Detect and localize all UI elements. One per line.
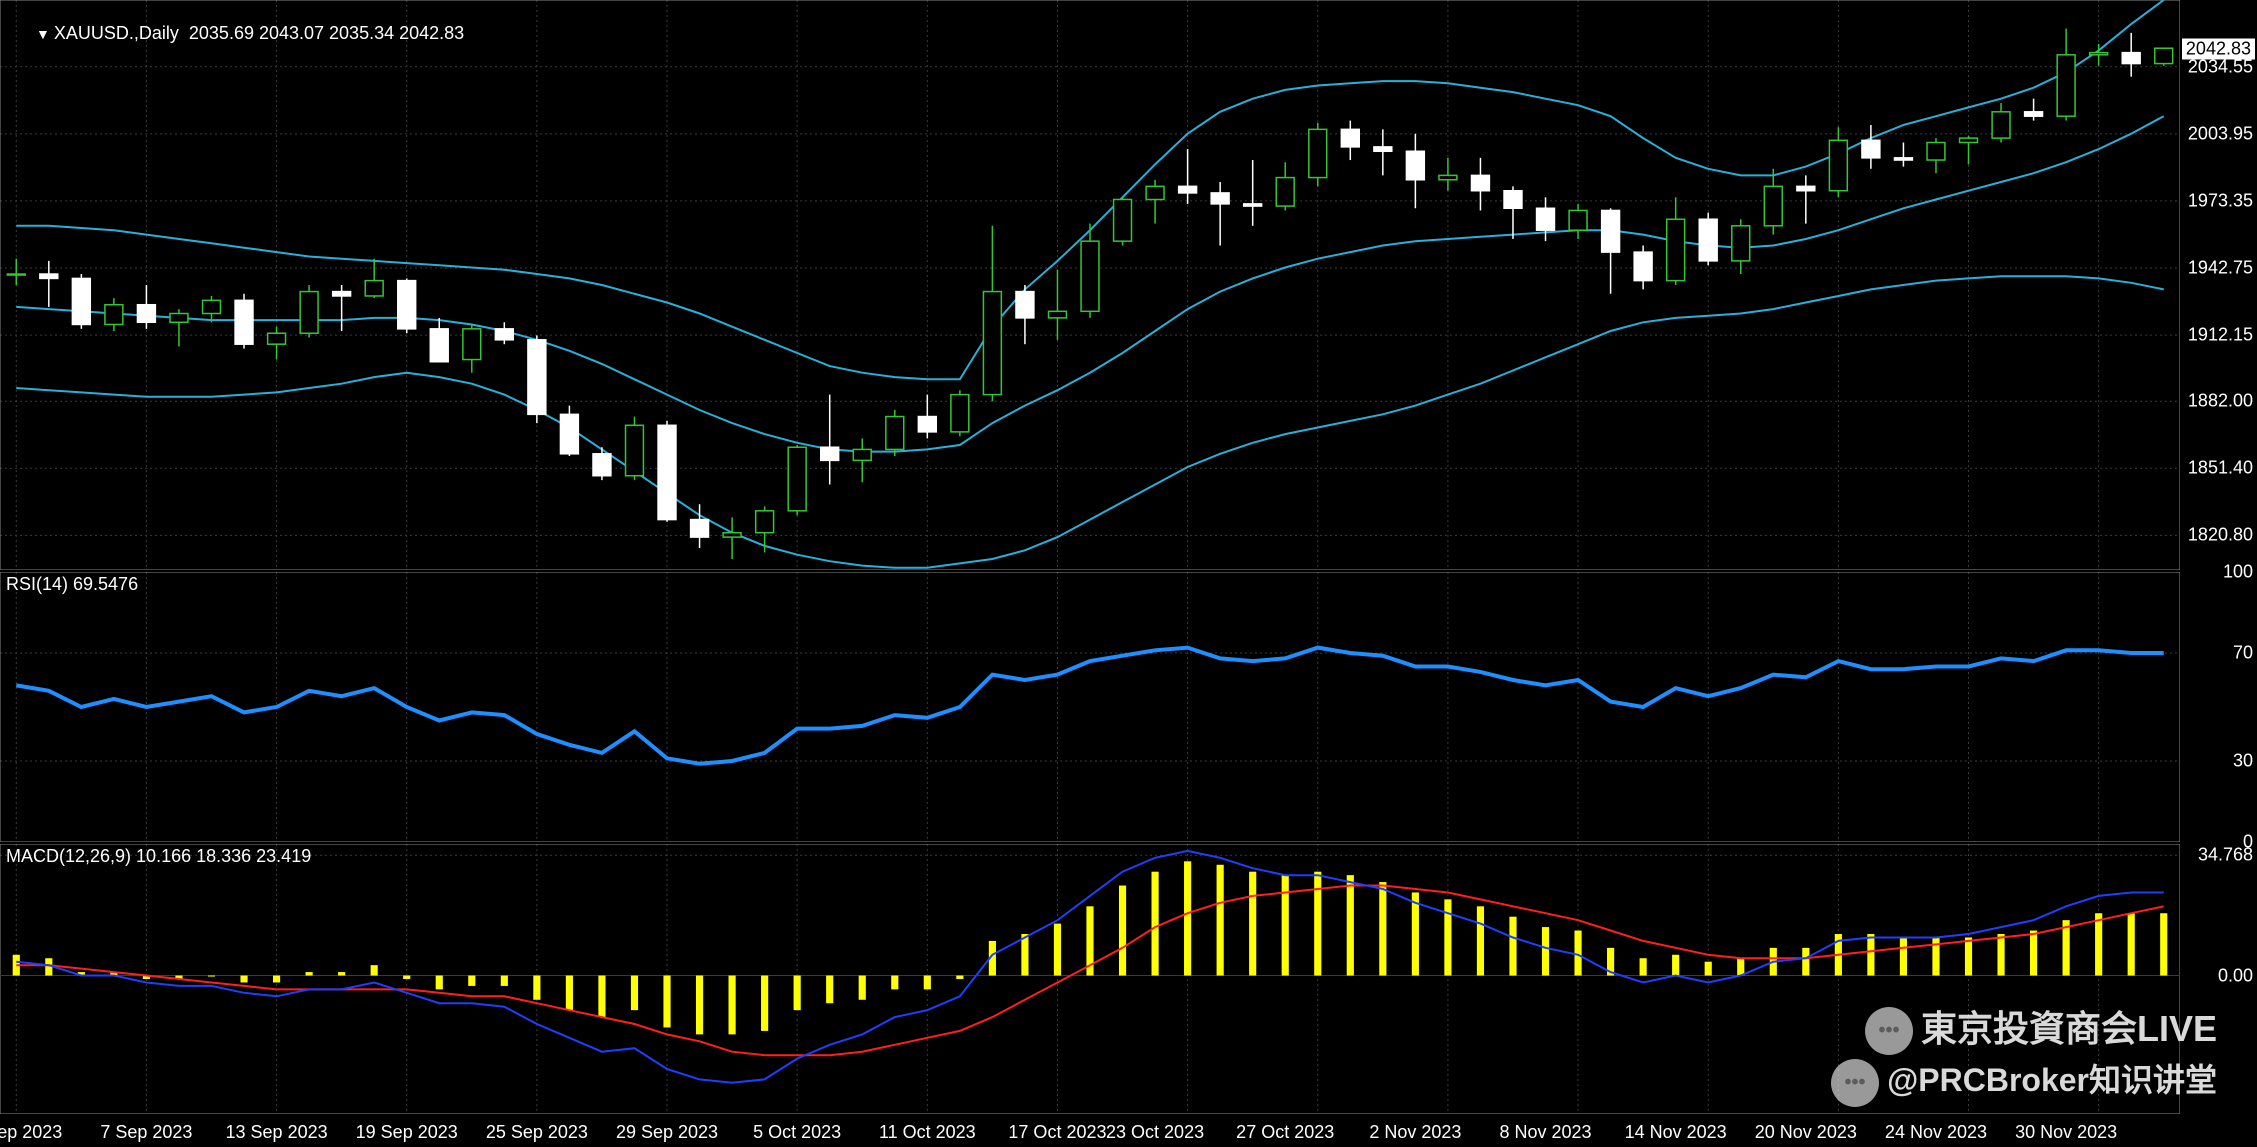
watermark-line1: 東京投資商会LIVE — [1921, 1008, 2217, 1049]
x-tick-label: 24 Nov 2023 — [1885, 1122, 1987, 1143]
watermark-line2: @PRCBroker知识讲堂 — [1887, 1062, 2217, 1098]
y-tick-label: 34.768 — [2198, 845, 2253, 866]
last-price-tag: 2042.83 — [2182, 38, 2255, 59]
wechat-icon — [1865, 1007, 1913, 1055]
price-chart-title: ▼XAUUSD.,Daily 2035.69 2043.07 2035.34 2… — [6, 2, 464, 65]
watermark: 東京投資商会LIVE @PRCBroker知识讲堂 — [1831, 1000, 2217, 1107]
x-tick-label: 27 Oct 2023 — [1236, 1122, 1334, 1143]
price-y-axis: 1820.80 1851.40 1882.00 1912.15 1942.75 1973.… — [2180, 0, 2257, 570]
x-tick-label: 8 Nov 2023 — [1499, 1122, 1591, 1143]
rsi-y-axis: 03070100 — [2180, 572, 2257, 842]
y-tick-label: 2034.55 — [2188, 56, 2253, 77]
y-tick-label: 1912.15 — [2188, 325, 2253, 346]
time-x-axis: 1 Sep 2023 7 Sep 2023 13 Sep 2023 19 Sep 20… — [0, 1115, 2180, 1147]
x-tick-label: 1 Sep 2023 — [0, 1122, 62, 1143]
y-tick-label: 1973.35 — [2188, 190, 2253, 211]
x-tick-label: 30 Nov 2023 — [2015, 1122, 2117, 1143]
weibo-icon — [1831, 1059, 1879, 1107]
rsi-title: RSI(14) 69.5476 — [6, 574, 138, 595]
y-tick-label: 0.00 — [2218, 965, 2253, 986]
y-tick-label: 2003.95 — [2188, 123, 2253, 144]
y-tick-label: 30 — [2233, 751, 2253, 772]
y-tick-label: 70 — [2233, 643, 2253, 664]
y-tick-label: 1851.40 — [2188, 458, 2253, 479]
x-tick-label: 23 Oct 2023 — [1106, 1122, 1204, 1143]
x-tick-label: 11 Oct 2023 — [879, 1122, 976, 1143]
price-chart-panel[interactable]: ▼XAUUSD.,Daily 2035.69 2043.07 2035.34 2… — [0, 0, 2257, 570]
y-tick-label: 1820.80 — [2188, 525, 2253, 546]
y-tick-label: 1882.00 — [2188, 391, 2253, 412]
x-tick-label: 29 Sep 2023 — [616, 1122, 718, 1143]
x-tick-label: 25 Sep 2023 — [486, 1122, 588, 1143]
x-tick-label: 20 Nov 2023 — [1755, 1122, 1857, 1143]
x-tick-label: 19 Sep 2023 — [356, 1122, 458, 1143]
x-tick-label: 13 Sep 2023 — [226, 1122, 328, 1143]
x-tick-label: 14 Nov 2023 — [1625, 1122, 1727, 1143]
price-chart-svg — [0, 0, 2180, 570]
y-tick-label: 100 — [2223, 562, 2253, 583]
y-tick-label: 1942.75 — [2188, 258, 2253, 279]
x-tick-label: 17 Oct 2023 — [1008, 1122, 1106, 1143]
rsi-panel[interactable]: RSI(14) 69.5476 03070100 — [0, 572, 2257, 842]
macd-title: MACD(12,26,9) 10.166 18.336 23.419 — [6, 846, 311, 867]
x-tick-label: 5 Oct 2023 — [753, 1122, 841, 1143]
rsi-chart-svg — [0, 572, 2180, 842]
chevron-down-icon[interactable]: ▼ — [36, 26, 50, 42]
x-tick-label: 2 Nov 2023 — [1369, 1122, 1461, 1143]
x-tick-label: 7 Sep 2023 — [100, 1122, 192, 1143]
trading-chart-root: ▼XAUUSD.,Daily 2035.69 2043.07 2035.34 2… — [0, 0, 2257, 1147]
